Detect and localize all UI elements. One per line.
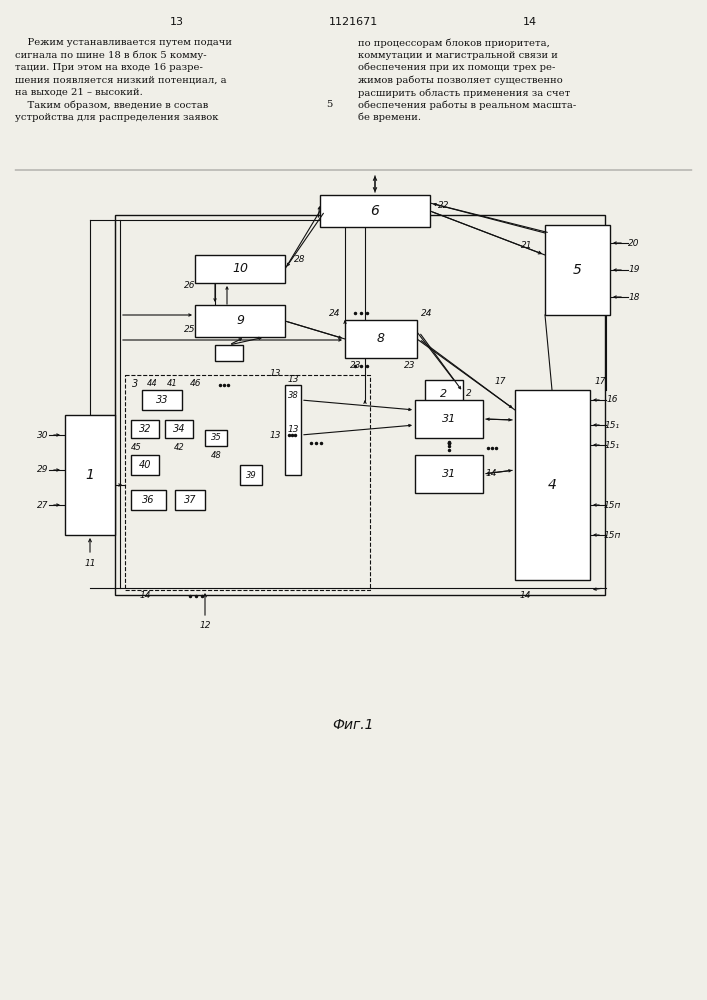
Text: 39: 39 (245, 471, 257, 480)
Text: Таким образом, введение в состав: Таким образом, введение в состав (15, 101, 209, 110)
Text: 44: 44 (146, 379, 158, 388)
Bar (115, 215, 605, 595)
Bar (515, 390, 590, 580)
Bar (142, 390, 182, 410)
Text: 41: 41 (167, 379, 177, 388)
Text: 2: 2 (440, 389, 448, 399)
Text: 28: 28 (294, 254, 305, 263)
Text: на выходе 21 – высокий.: на выходе 21 – высокий. (15, 88, 143, 97)
Text: 12: 12 (199, 621, 211, 631)
Bar (175, 490, 205, 510)
Bar (240, 465, 262, 485)
Bar (131, 420, 159, 438)
Text: обеспечения при их помощи трех ре-: обеспечения при их помощи трех ре- (358, 63, 556, 73)
Text: 48: 48 (211, 452, 221, 460)
Text: 17: 17 (494, 377, 506, 386)
Bar (415, 400, 483, 438)
Text: расширить область применения за счет: расширить область применения за счет (358, 88, 571, 98)
Text: 29: 29 (37, 466, 49, 475)
Bar (545, 225, 610, 315)
Text: 11: 11 (84, 558, 95, 568)
Text: 25: 25 (185, 324, 196, 334)
Text: 37: 37 (184, 495, 197, 505)
Text: 24: 24 (329, 308, 341, 318)
Bar (320, 195, 430, 227)
Bar (195, 255, 285, 283)
Bar (131, 455, 159, 475)
Text: шения появляется низкий потенциал, а: шения появляется низкий потенциал, а (15, 76, 227, 85)
Text: 6: 6 (370, 204, 380, 218)
Text: 13: 13 (170, 17, 184, 27)
Text: 10: 10 (232, 262, 248, 275)
Text: 18: 18 (629, 292, 640, 302)
Text: 14: 14 (523, 17, 537, 27)
Text: 15п: 15п (603, 530, 621, 540)
Text: 38: 38 (288, 390, 298, 399)
Text: бе времени.: бе времени. (358, 113, 421, 122)
Text: 1121671: 1121671 (328, 17, 378, 27)
Text: 21: 21 (521, 240, 533, 249)
Text: 26: 26 (185, 282, 196, 290)
Text: 15₁: 15₁ (604, 440, 619, 450)
Text: 35: 35 (211, 434, 221, 442)
Text: 23: 23 (404, 360, 415, 369)
Text: 42: 42 (174, 444, 185, 452)
Text: Фиг.1: Фиг.1 (332, 718, 374, 732)
Bar (215, 345, 243, 361)
Text: 13: 13 (287, 374, 299, 383)
Text: обеспечения работы в реальном масшта-: обеспечения работы в реальном масшта- (358, 101, 576, 110)
Text: 36: 36 (142, 495, 155, 505)
Text: 40: 40 (139, 460, 151, 470)
Text: 3: 3 (132, 379, 139, 389)
Bar (415, 455, 483, 493)
Text: 13: 13 (287, 426, 299, 434)
Text: 15₁: 15₁ (604, 420, 619, 430)
Text: 31: 31 (442, 414, 456, 424)
Text: 9: 9 (236, 314, 244, 328)
Bar (285, 385, 301, 475)
Text: коммутации и магистральной связи и: коммутации и магистральной связи и (358, 50, 558, 60)
Text: 14: 14 (519, 591, 531, 600)
Text: 5: 5 (573, 263, 582, 277)
Text: 34: 34 (173, 424, 185, 434)
Text: 32: 32 (139, 424, 151, 434)
Text: сигнала по шине 18 в блок 5 комму-: сигнала по шине 18 в блок 5 комму- (15, 50, 206, 60)
Text: 8: 8 (377, 332, 385, 346)
Bar (195, 305, 285, 337)
Text: жимов работы позволяет существенно: жимов работы позволяет существенно (358, 76, 563, 85)
Bar (131, 490, 166, 510)
Text: 17: 17 (595, 377, 606, 386)
Text: Режим устанавливается путем подачи: Режим устанавливается путем подачи (15, 38, 232, 47)
Bar (425, 380, 463, 408)
Text: 14: 14 (485, 470, 497, 479)
Text: по процессорам блоков приоритета,: по процессорам блоков приоритета, (358, 38, 550, 47)
Bar (165, 420, 193, 438)
Text: 30: 30 (37, 430, 49, 440)
Text: 14: 14 (139, 591, 151, 600)
Text: 5: 5 (326, 100, 332, 109)
Bar (345, 320, 417, 358)
Text: 16: 16 (606, 395, 618, 404)
Text: 13: 13 (269, 368, 281, 377)
Bar (65, 415, 115, 535)
Text: 15п: 15п (603, 500, 621, 510)
Text: 24: 24 (421, 308, 433, 318)
Text: 27: 27 (37, 500, 49, 510)
Text: 33: 33 (156, 395, 168, 405)
Text: 4: 4 (548, 478, 557, 492)
Text: 20: 20 (629, 238, 640, 247)
Text: 45: 45 (131, 444, 141, 452)
Text: устройства для распределения заявок: устройства для распределения заявок (15, 113, 218, 122)
Text: 31: 31 (442, 469, 456, 479)
Text: 46: 46 (190, 378, 201, 387)
Text: 2: 2 (466, 389, 472, 398)
Bar (205, 430, 227, 446)
Text: 23: 23 (350, 360, 361, 369)
Text: 19: 19 (629, 265, 640, 274)
Text: 1: 1 (86, 468, 95, 482)
Text: 22: 22 (438, 200, 450, 210)
Text: 13: 13 (269, 430, 281, 440)
Text: тации. При этом на входе 16 разре-: тации. При этом на входе 16 разре- (15, 63, 203, 72)
Bar (125, 375, 370, 590)
